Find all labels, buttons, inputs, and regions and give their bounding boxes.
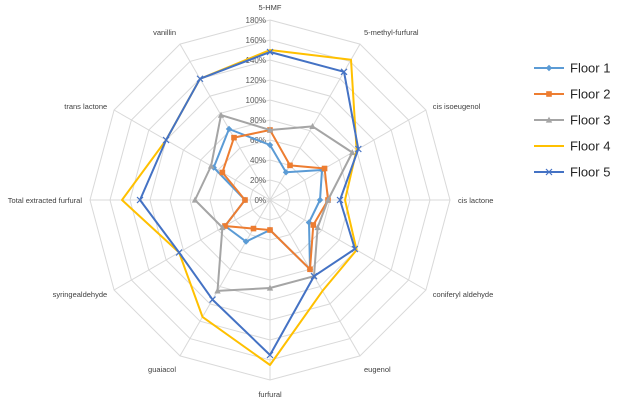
r-tick-label: 160% (246, 36, 266, 45)
legend-label: Floor 5 (570, 165, 610, 180)
data-point (336, 196, 344, 204)
grid-spoke (113, 199, 271, 291)
grid-spoke (113, 109, 271, 201)
data-point (307, 266, 313, 273)
data-point (266, 141, 274, 149)
grid-spoke (179, 43, 271, 201)
data-point (191, 196, 199, 203)
r-tick-label: 140% (246, 56, 266, 65)
data-point (351, 245, 359, 253)
category-label: 5-HMF (259, 3, 282, 12)
data-point (287, 162, 293, 169)
data-point (309, 122, 316, 129)
data-point (349, 149, 356, 156)
data-point (314, 224, 321, 231)
legend: Floor 1 Floor 2 Floor 3 Floor 4 Floor 5 (534, 61, 610, 180)
legend-item: Floor 3 (534, 113, 610, 128)
legend-item: Floor 2 (534, 87, 610, 102)
data-point (250, 225, 257, 232)
grid-spoke (269, 109, 427, 201)
data-point (231, 134, 237, 141)
legend-item: Floor 4 (534, 139, 610, 154)
data-point (266, 126, 274, 133)
category-label: furfural (258, 390, 282, 399)
data-point (305, 219, 313, 226)
series-layer (121, 48, 362, 366)
data-point (242, 238, 250, 245)
data-point (340, 68, 348, 76)
radar-spokes (90, 20, 450, 380)
data-point (316, 196, 324, 204)
data-point (196, 75, 204, 83)
data-point (267, 227, 273, 233)
category-labels: 5-HMF 5-methyl-furfural cis isoeugenol cis … (8, 3, 494, 399)
data-point (136, 196, 144, 204)
r-tick-label: 120% (246, 76, 266, 85)
data-point (242, 197, 248, 203)
category-label: coniferyl aldehyde (433, 290, 493, 299)
legend-item: Floor 5 (534, 165, 610, 180)
r-tick-label: 40% (250, 156, 266, 165)
category-label: guaiacol (148, 365, 176, 374)
data-point (219, 224, 226, 231)
category-label: cis isoeugenol (433, 102, 481, 111)
data-point (321, 165, 328, 172)
legend-label: Floor 2 (570, 87, 610, 102)
category-label: syringealdehyde (53, 290, 108, 299)
data-point (282, 169, 290, 176)
grid-spoke (269, 43, 361, 201)
legend-label: Floor 4 (570, 139, 610, 154)
grid-spoke (269, 199, 427, 291)
data-point (175, 249, 183, 256)
category-label: vanillin (153, 28, 176, 37)
legend-label: Floor 1 (570, 61, 610, 76)
data-point (310, 272, 318, 280)
data-point (217, 111, 225, 118)
r-tick-label: 0% (254, 196, 266, 205)
data-point (546, 91, 552, 97)
data-point (354, 145, 362, 153)
data-point (207, 162, 215, 169)
data-point (545, 168, 553, 176)
r-tick-label: 100% (246, 96, 266, 105)
r-tick-label: 20% (250, 176, 266, 185)
data-point (209, 296, 216, 304)
data-point (219, 169, 226, 176)
category-label: eugenol (364, 365, 391, 374)
category-label: cis lactone (458, 196, 493, 205)
category-label: Total extracted furfural (8, 196, 83, 205)
r-tick-label: 80% (250, 116, 266, 125)
legend-label: Floor 3 (570, 113, 610, 128)
data-point (162, 136, 170, 144)
data-point (266, 284, 274, 291)
data-point (222, 223, 228, 229)
data-point (545, 116, 553, 123)
legend-item: Floor 1 (534, 61, 610, 76)
data-point (324, 196, 332, 203)
r-tick-label: 180% (246, 16, 266, 25)
category-label: trans lactone (64, 102, 107, 111)
series-floor-5 (136, 48, 362, 359)
data-point (545, 64, 553, 72)
data-point (310, 222, 317, 228)
data-point (225, 125, 233, 133)
data-point (266, 351, 274, 359)
category-label: 5-methyl-furfural (364, 28, 419, 37)
radial-tick-labels: 0%20%40%60%80%100%120%140%160%180% (246, 16, 266, 205)
data-point (214, 287, 221, 294)
data-point (266, 48, 274, 56)
